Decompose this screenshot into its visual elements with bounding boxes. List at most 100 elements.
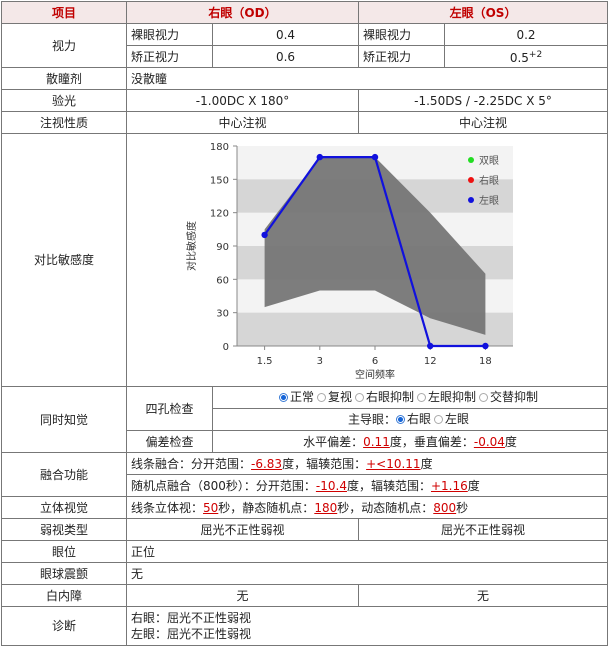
four-dot-option-label: 右眼抑制 <box>366 390 415 405</box>
deviation-cell: 水平偏差：0.11度，垂直偏差：-0.04度 <box>211 430 608 453</box>
fixation-row: 注视性质 中心注视 中心注视 <box>1 111 608 134</box>
os-naked-value: 0.2 <box>444 23 608 46</box>
eye-position-value: 正位 <box>125 540 608 563</box>
dominant-cell: 主导眼： 右眼 左眼 <box>211 408 608 431</box>
fusion-line-mid: 度，辐辏范围： <box>282 456 367 471</box>
four-dot-option[interactable]: 交替抑制 <box>479 390 538 404</box>
fusion-random-suffix: 度 <box>467 478 480 493</box>
header-os: 左眼（OS） <box>358 1 608 24</box>
mydriasis-value: 没散瞳 <box>125 67 608 90</box>
y-tick-label: 120 <box>210 209 229 220</box>
vision-row-naked: 视力 裸眼视力 0.4 裸眼视力 0.2 <box>1 23 608 68</box>
legend-marker <box>468 177 474 183</box>
four-dot-label: 四孔检查 <box>126 386 213 431</box>
diagnosis-cell: 右眼：屈光不正性弱视 左眼：屈光不正性弱视 <box>125 606 608 646</box>
four-dot-radio[interactable] <box>355 392 364 402</box>
nystagmus-value: 无 <box>125 562 608 585</box>
fusion-line-cell: 线条融合：分开范围：-6.83度，辐辏范围：+<10.11度 <box>125 452 608 475</box>
fusion-random-convergence: +1.16 <box>430 478 468 493</box>
eye-position-label: 眼位 <box>1 540 127 563</box>
mydriasis-label: 散瞳剂 <box>1 67 127 90</box>
data-point <box>371 153 379 161</box>
h-deviation-unit: 度， <box>389 434 414 449</box>
legend-marker <box>468 157 474 163</box>
y-axis-label: 对比敏感度 <box>185 221 198 271</box>
four-dot-option[interactable]: 右眼抑制 <box>355 390 414 404</box>
contrast-row: 对比敏感度 0 30 60 90 120 150 180 1.5 3 6 12 18 空间频率 对比敏感度… <box>1 133 608 387</box>
x-axis-label: 空间频率 <box>355 368 395 381</box>
dominant-option-label: 右眼 <box>407 412 432 427</box>
diagnosis-os: 左眼：屈光不正性弱视 <box>131 627 252 641</box>
four-dot-radio-group: 正常 复视 右眼抑制 左眼抑制 交替抑制 <box>278 390 541 405</box>
header-od: 右眼（OD） <box>125 1 360 24</box>
od-naked-value: 0.4 <box>211 23 360 46</box>
data-point <box>316 153 323 161</box>
y-tick-label: 180 <box>210 142 229 153</box>
four-dot-radio[interactable] <box>417 392 427 402</box>
eye-position-row: 眼位 正位 <box>1 540 608 563</box>
amblyopia-label: 弱视类型 <box>1 518 127 541</box>
amblyopia-os: 屈光不正性弱视 <box>358 518 608 541</box>
four-dot-row: 同时知觉 四孔检查 正常 复视 右眼抑制 左眼抑制 交替抑制 <box>1 386 608 453</box>
v-deviation-label: 垂直偏差： <box>413 434 474 449</box>
amblyopia-row: 弱视类型 屈光不正性弱视 屈光不正性弱视 <box>1 518 608 541</box>
stereo-cell: 线条立体视：50秒，静态随机点：180秒，动态随机点：800秒 <box>125 496 608 519</box>
four-dot-radio[interactable] <box>479 392 489 402</box>
x-tick-label: 3 <box>317 356 323 367</box>
fixation-os: 中心注视 <box>358 111 608 134</box>
od-corrected-label: 矫正视力 <box>126 45 213 68</box>
four-dot-radio[interactable] <box>278 392 288 402</box>
legend-marker <box>468 197 474 203</box>
refraction-label: 验光 <box>1 89 127 112</box>
dominant-radio[interactable] <box>396 414 405 424</box>
refraction-os: -1.50DS / -2.25DC X 5° <box>358 89 608 112</box>
data-point <box>261 231 268 239</box>
od-naked-label: 裸眼视力 <box>126 23 213 46</box>
fusion-random-cell: 随机点融合（800秒）：分开范围：-10.4度，辐辏范围：+1.16度 <box>125 474 608 497</box>
legend-label: 双眼 <box>479 155 499 167</box>
od-corrected-value: 0.6 <box>211 45 360 68</box>
y-tick-label: 60 <box>216 275 229 286</box>
four-dot-radio[interactable] <box>316 392 326 402</box>
fusion-row-line: 融合功能 线条融合：分开范围：-6.83度，辐辏范围：+<10.11度 <box>1 452 608 497</box>
vision-label: 视力 <box>1 23 127 68</box>
fusion-line-suffix: 度 <box>420 456 433 471</box>
stereo-line-value: 50 <box>203 500 219 515</box>
y-tick-label: 0 <box>223 342 229 353</box>
fusion-random-divergence: -10.4 <box>315 478 347 493</box>
stereo-unit: 秒 <box>456 500 469 515</box>
x-tick-label: 18 <box>479 356 492 367</box>
x-tick-label: 12 <box>424 356 437 367</box>
stereo-static-value: 180 <box>314 500 338 515</box>
diagnosis-label: 诊断 <box>1 606 127 646</box>
header-row: 项目 右眼（OD） 左眼（OS） <box>1 1 608 24</box>
stereo-dynamic-value: 800 <box>433 500 457 515</box>
fusion-random-mid: 度，辐辏范围： <box>346 478 431 493</box>
fusion-line-prefix: 线条融合：分开范围： <box>131 456 252 471</box>
header-item: 项目 <box>1 1 127 24</box>
fixation-od: 中心注视 <box>125 111 360 134</box>
four-dot-option[interactable]: 左眼抑制 <box>417 390 476 404</box>
diagnosis-od: 右眼：屈光不正性弱视 <box>131 611 252 625</box>
dominant-option-label: 左眼 <box>445 412 470 427</box>
legend-label: 右眼 <box>479 174 499 187</box>
v-deviation-unit: 度 <box>504 434 517 449</box>
four-dot-option[interactable]: 复视 <box>316 390 352 405</box>
fusion-line-convergence: +<10.11 <box>366 456 421 471</box>
cataract-od: 无 <box>125 584 360 607</box>
h-deviation-value: 0.11 <box>363 434 390 449</box>
four-dot-option-label: 复视 <box>327 390 352 405</box>
dominant-option[interactable]: 右眼 <box>396 412 431 426</box>
y-tick-label: 30 <box>216 309 229 320</box>
four-dot-option[interactable]: 正常 <box>278 390 314 404</box>
refraction-row: 验光 -1.00DC X 180° -1.50DS / -2.25DC X 5° <box>1 89 608 112</box>
refraction-od: -1.00DC X 180° <box>125 89 360 112</box>
dominant-option[interactable]: 左眼 <box>434 412 469 426</box>
stereo-static-label: 秒，静态随机点： <box>218 500 315 515</box>
v-deviation-value: -0.04 <box>473 434 505 449</box>
stereo-line-label: 线条立体视： <box>131 500 204 515</box>
four-dot-option-label: 左眼抑制 <box>428 390 477 405</box>
dominant-radio[interactable] <box>434 414 444 424</box>
fusion-label: 融合功能 <box>1 452 127 497</box>
